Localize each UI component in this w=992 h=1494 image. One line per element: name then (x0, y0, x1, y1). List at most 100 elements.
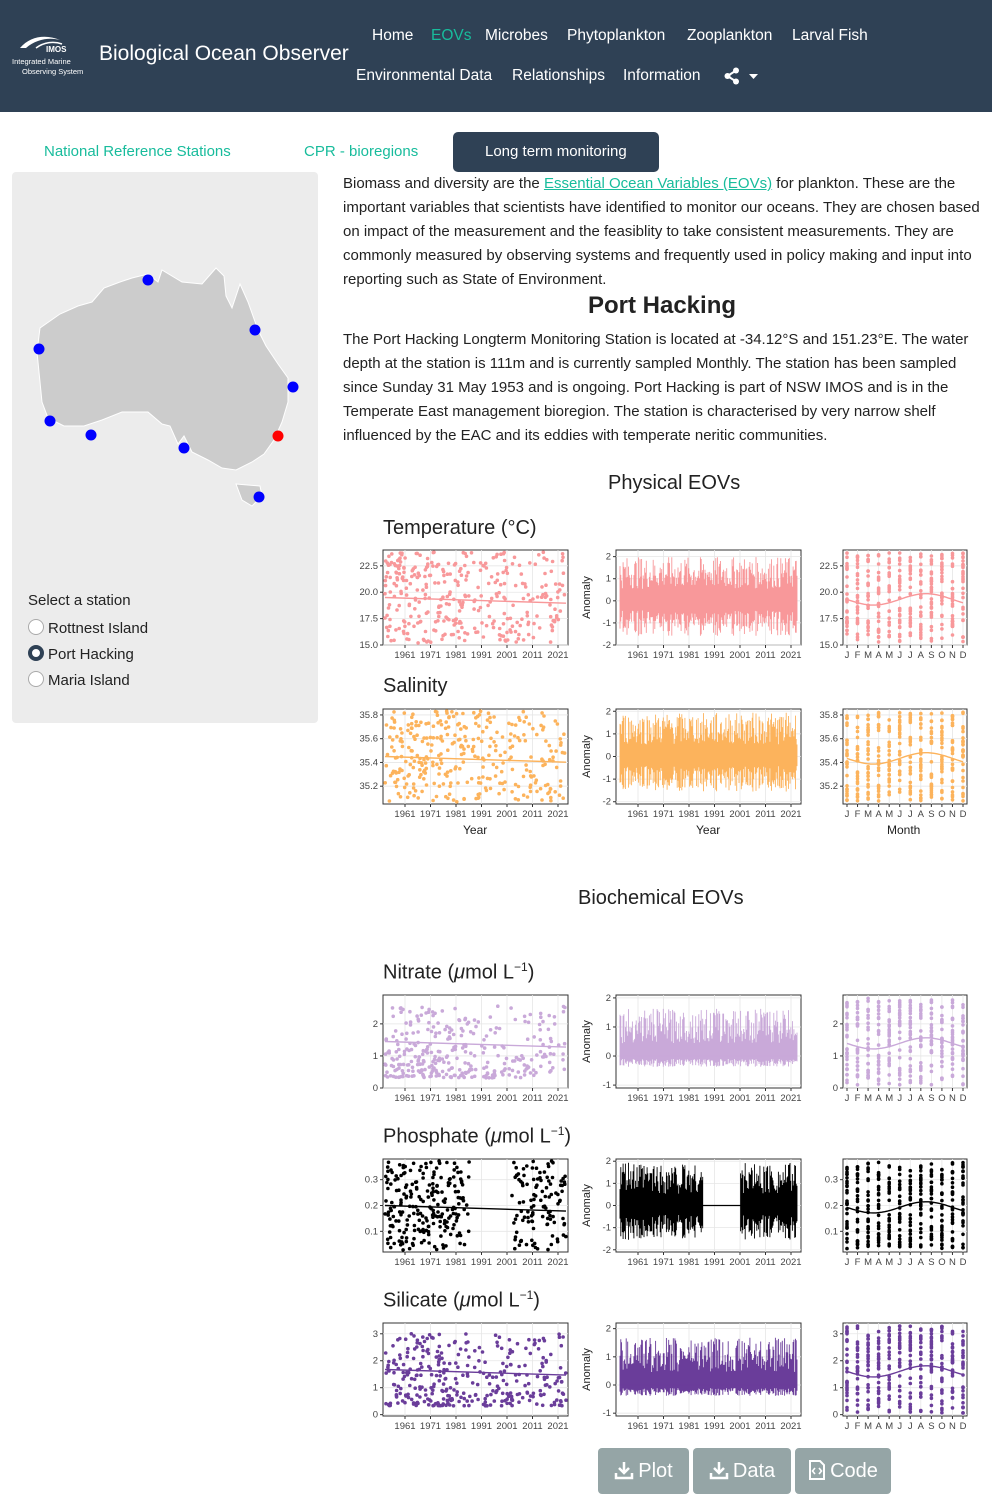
data-point (929, 579, 934, 583)
radio-circle-checked[interactable] (28, 645, 44, 661)
data-point (855, 605, 860, 610)
data-point (446, 561, 451, 566)
data-point (484, 788, 489, 793)
nav-phytoplankton[interactable]: Phytoplankton (567, 27, 666, 44)
data-point (442, 619, 446, 623)
tab-cpr-bioregions[interactable]: CPR - bioregions (304, 143, 419, 160)
station-marker[interactable] (287, 381, 299, 393)
download-data-button[interactable]: Data (693, 1448, 791, 1494)
data-point (440, 637, 444, 642)
data-point (552, 1052, 556, 1056)
tab-national-reference-stations[interactable]: National Reference Stations (44, 143, 231, 160)
station-map[interactable] (12, 262, 318, 612)
nav-home[interactable]: Home (372, 27, 414, 44)
download-plot-button[interactable]: Plot (598, 1448, 689, 1494)
data-point (422, 1238, 426, 1243)
station-marker[interactable] (249, 324, 261, 336)
data-point (524, 1242, 529, 1247)
data-point (897, 1405, 902, 1409)
data-point (908, 1220, 913, 1224)
data-point (507, 721, 511, 726)
data-point (539, 1178, 543, 1183)
data-point (457, 1068, 462, 1072)
data-point (855, 1180, 860, 1185)
data-point (897, 1388, 902, 1393)
data-point (950, 1198, 955, 1202)
data-point (961, 791, 965, 796)
tab-long-term-monitoring[interactable]: Long term monitoring (453, 132, 659, 172)
data-point (472, 560, 476, 565)
data-point (406, 1346, 410, 1351)
data-point (919, 1043, 923, 1048)
data-point (402, 1374, 407, 1379)
station-marker-selected[interactable] (272, 430, 284, 442)
nav-environmental-data[interactable]: Environmental Data (356, 67, 493, 84)
share-dropdown[interactable] (724, 67, 764, 85)
data-point (406, 1392, 410, 1397)
data-point (845, 1167, 849, 1171)
nav-zooplankton[interactable]: Zooplankton (687, 27, 773, 44)
x-tick-label: M (864, 1093, 872, 1104)
nav-microbes[interactable]: Microbes (485, 27, 548, 44)
station-marker[interactable] (178, 442, 190, 454)
data-point (405, 1031, 409, 1036)
nav-relationships[interactable]: Relationships (512, 67, 606, 84)
data-point (526, 632, 531, 637)
y-tick-label: 0.2 (825, 1201, 838, 1212)
data-point (507, 1338, 512, 1342)
data-point (961, 762, 965, 767)
data-point (405, 795, 410, 800)
data-point (919, 1198, 923, 1202)
x-tick-label: A (875, 1257, 882, 1268)
imos-logo[interactable]: IMOS Integrated Marine Observing System (10, 34, 94, 78)
data-point (940, 1045, 944, 1050)
station-marker[interactable] (142, 274, 154, 286)
radio-circle[interactable] (28, 619, 44, 635)
data-point (431, 1059, 435, 1064)
data-point (897, 1336, 902, 1341)
data-point (420, 1344, 425, 1349)
data-point (426, 1351, 431, 1356)
data-point (961, 785, 965, 790)
nav-information[interactable]: Information (623, 67, 701, 84)
data-point (961, 1245, 965, 1250)
station-marker[interactable] (33, 343, 45, 355)
data-point (386, 1210, 391, 1214)
data-point (520, 581, 525, 586)
data-point (866, 1363, 870, 1368)
radio-circle[interactable] (28, 671, 44, 687)
data-point (845, 751, 849, 756)
nav-eovs[interactable]: EOVs (431, 27, 472, 44)
radio-label: Port Hacking (48, 646, 134, 663)
data-point (491, 625, 496, 630)
station-marker[interactable] (253, 491, 265, 503)
download-code-button[interactable]: Code (795, 1448, 891, 1494)
data-point (404, 1037, 408, 1041)
data-point (485, 1393, 489, 1398)
radio-port-hacking[interactable]: Port Hacking (28, 645, 134, 667)
radio-rottnest-island[interactable]: Rottnest Island (28, 619, 148, 641)
data-point (508, 1401, 512, 1406)
data-point (525, 1164, 529, 1168)
data-point (408, 1023, 413, 1027)
eov-link[interactable]: Essential Ocean Variables (EOVs) (543, 175, 773, 192)
sidebar-panel: Select a station Rottnest Island Port Ha… (12, 172, 318, 723)
data-point (394, 628, 398, 632)
data-point (950, 556, 955, 560)
data-point (908, 558, 913, 563)
radio-maria-island[interactable]: Maria Island (28, 671, 130, 693)
data-point (908, 1179, 913, 1183)
data-point (437, 772, 441, 776)
data-point (545, 1216, 550, 1221)
data-point (855, 747, 860, 752)
data-point (876, 640, 881, 644)
station-marker[interactable] (44, 415, 56, 427)
data-point (950, 1192, 955, 1197)
brand-title[interactable]: Biological Ocean Observer (99, 42, 349, 65)
data-point (541, 1364, 545, 1369)
nav-larval-fish[interactable]: Larval Fish (792, 27, 868, 44)
data-point (553, 790, 557, 794)
data-point (520, 617, 524, 621)
station-marker[interactable] (85, 429, 97, 441)
y-tick-label: 2 (833, 1356, 838, 1367)
